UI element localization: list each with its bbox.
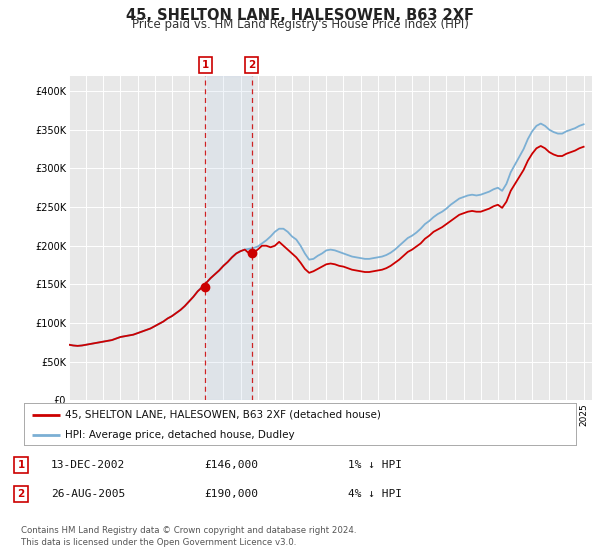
- Text: 2: 2: [248, 60, 256, 70]
- Text: 2: 2: [17, 489, 25, 499]
- Text: 26-AUG-2005: 26-AUG-2005: [51, 489, 125, 499]
- Text: 45, SHELTON LANE, HALESOWEN, B63 2XF: 45, SHELTON LANE, HALESOWEN, B63 2XF: [126, 8, 474, 24]
- Text: 13-DEC-2002: 13-DEC-2002: [51, 460, 125, 470]
- Text: Contains HM Land Registry data © Crown copyright and database right 2024.: Contains HM Land Registry data © Crown c…: [21, 526, 356, 535]
- Text: 4% ↓ HPI: 4% ↓ HPI: [348, 489, 402, 499]
- Text: HPI: Average price, detached house, Dudley: HPI: Average price, detached house, Dudl…: [65, 430, 295, 440]
- Text: 1% ↓ HPI: 1% ↓ HPI: [348, 460, 402, 470]
- Text: Price paid vs. HM Land Registry's House Price Index (HPI): Price paid vs. HM Land Registry's House …: [131, 18, 469, 31]
- Text: 45, SHELTON LANE, HALESOWEN, B63 2XF (detached house): 45, SHELTON LANE, HALESOWEN, B63 2XF (de…: [65, 410, 381, 420]
- Text: 1: 1: [17, 460, 25, 470]
- Text: 1: 1: [202, 60, 209, 70]
- Text: £190,000: £190,000: [204, 489, 258, 499]
- Bar: [205, 76, 251, 400]
- Text: £146,000: £146,000: [204, 460, 258, 470]
- Text: This data is licensed under the Open Government Licence v3.0.: This data is licensed under the Open Gov…: [21, 538, 296, 547]
